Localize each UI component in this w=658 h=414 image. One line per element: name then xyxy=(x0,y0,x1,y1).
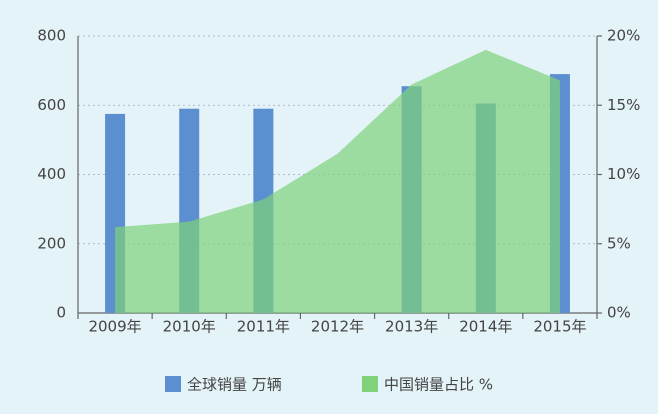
y2-tick-label: 15% xyxy=(607,96,640,114)
y2-tick-label: 5% xyxy=(607,234,631,252)
y-tick-label: 600 xyxy=(37,96,66,114)
y2-tick-label: 20% xyxy=(607,27,640,45)
legend-label: 中国销量占比 % xyxy=(384,376,493,394)
legend-swatch xyxy=(165,376,181,392)
x-tick-label: 2010年 xyxy=(163,318,216,336)
x-tick-label: 2014年 xyxy=(459,318,512,336)
x-tick-label: 2013年 xyxy=(385,318,438,336)
y-tick-label: 0 xyxy=(56,304,66,322)
x-tick-label: 2009年 xyxy=(88,318,141,336)
y2-tick-label: 0% xyxy=(607,304,631,322)
x-tick-label: 2011年 xyxy=(237,318,290,336)
x-tick-label: 2015年 xyxy=(533,318,586,336)
y-tick-label: 400 xyxy=(37,165,66,183)
legend-swatch xyxy=(362,376,378,392)
y2-tick-label: 10% xyxy=(607,165,640,183)
y-tick-label: 800 xyxy=(37,27,66,45)
area xyxy=(115,49,560,313)
y-tick-label: 200 xyxy=(37,234,66,252)
legend-label: 全球销量 万辆 xyxy=(187,376,282,394)
x-tick-label: 2012年 xyxy=(311,318,364,336)
